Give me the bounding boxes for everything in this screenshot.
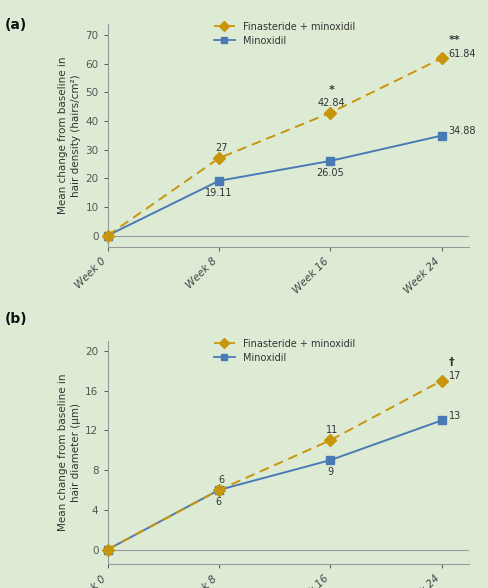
Text: (b): (b) xyxy=(5,312,27,326)
Text: †: † xyxy=(447,358,453,368)
Text: 61.84: 61.84 xyxy=(447,49,475,59)
Text: 42.84: 42.84 xyxy=(317,98,345,108)
Text: 26.05: 26.05 xyxy=(316,168,344,178)
Text: 27: 27 xyxy=(215,143,227,153)
Text: 6: 6 xyxy=(215,497,222,507)
Text: (a): (a) xyxy=(5,18,27,32)
Text: **: ** xyxy=(447,35,459,45)
Text: 9: 9 xyxy=(326,467,333,477)
Text: *: * xyxy=(328,85,334,95)
Legend: Finasteride + minoxidil, Minoxidil: Finasteride + minoxidil, Minoxidil xyxy=(213,22,354,45)
Text: 34.88: 34.88 xyxy=(447,126,475,136)
Text: 17: 17 xyxy=(447,371,460,381)
Y-axis label: Mean change from baseline in
hair density (hairs/cm²): Mean change from baseline in hair densit… xyxy=(58,56,81,214)
Y-axis label: Mean change from baseline in
hair diameter (µm): Mean change from baseline in hair diamet… xyxy=(58,374,81,532)
Text: 6: 6 xyxy=(218,475,224,485)
Legend: Finasteride + minoxidil, Minoxidil: Finasteride + minoxidil, Minoxidil xyxy=(213,339,354,363)
Text: 11: 11 xyxy=(325,425,337,435)
Text: 13: 13 xyxy=(447,411,460,421)
Text: 19.11: 19.11 xyxy=(205,188,232,198)
